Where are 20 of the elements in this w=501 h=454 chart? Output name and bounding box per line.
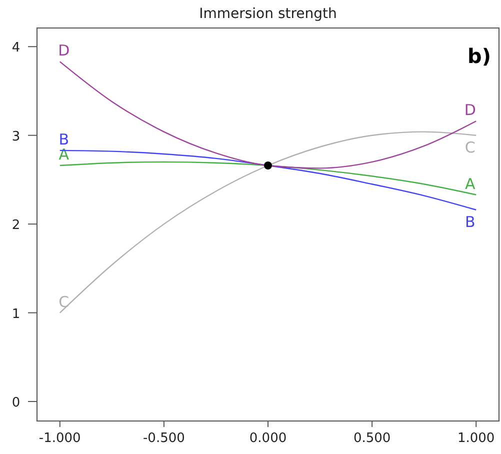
y-tick-label: 4 [12, 40, 20, 56]
text: B [464, 212, 476, 231]
y-tick-label: 1 [12, 306, 20, 322]
series-label: A [464, 174, 476, 193]
x-tick-label: 0.000 [249, 431, 287, 446]
line-series [59, 161, 477, 196]
x-tick-label: 0.500 [353, 431, 391, 446]
text: C [464, 138, 476, 156]
y-tick-label: 3 [12, 129, 20, 144]
series-label: D [464, 101, 476, 120]
y-tick-label: 0 [12, 395, 20, 410]
x-tick-label: -0.500 [142, 431, 185, 446]
chart-title: Immersion strength [199, 6, 337, 22]
line-series [59, 131, 477, 314]
y-tick-label: 2 [12, 218, 20, 234]
x-tick-label: 1.000 [458, 431, 495, 446]
text: D [58, 42, 70, 60]
series-label: B [58, 130, 70, 148]
annotation: b) [468, 44, 491, 68]
x-tick-label: -1.000 [38, 431, 81, 446]
